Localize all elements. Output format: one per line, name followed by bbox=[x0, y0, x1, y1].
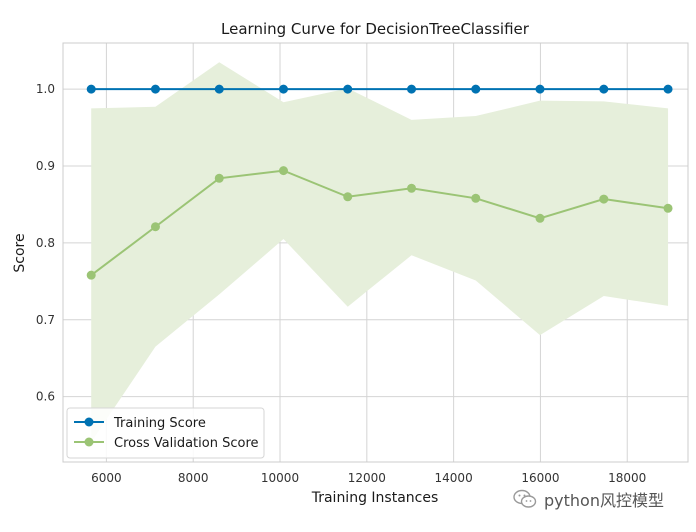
series-line-1 bbox=[90, 169, 669, 276]
legend-marker-training bbox=[84, 417, 94, 427]
x-tick-label: 6000 bbox=[91, 471, 122, 485]
y-tick-label: 0.6 bbox=[36, 390, 55, 404]
data-point-1 bbox=[343, 192, 353, 202]
data-point-0 bbox=[278, 84, 288, 94]
data-point-0 bbox=[663, 84, 673, 94]
y-tick-label: 0.9 bbox=[36, 159, 55, 173]
y-tick-label: 0.8 bbox=[36, 236, 55, 250]
data-point-1 bbox=[278, 166, 288, 176]
confidence-bands bbox=[91, 62, 669, 443]
tick-labels: 6000 8000 10000 12000 14000 16000 18000 0.6 0.7 0… bbox=[36, 82, 646, 485]
data-point-1 bbox=[407, 183, 417, 193]
data-point-0 bbox=[471, 84, 481, 94]
x-tick-label: 10000 bbox=[261, 471, 299, 485]
data-point-0 bbox=[343, 84, 353, 94]
x-tick-label: 8000 bbox=[178, 471, 209, 485]
legend-label-training: Training Score bbox=[113, 416, 206, 431]
confidence-band-1 bbox=[91, 62, 669, 443]
data-point-0 bbox=[214, 84, 224, 94]
legend-marker-cv bbox=[84, 437, 94, 447]
data-point-0 bbox=[599, 84, 609, 94]
data-point-1 bbox=[214, 173, 224, 183]
legend: Training Score Cross Validation Score bbox=[66, 407, 265, 459]
series-lines bbox=[86, 84, 673, 280]
watermark-text: python风控模型 bbox=[544, 491, 664, 510]
x-tick-label: 14000 bbox=[435, 471, 473, 485]
plot-frame bbox=[62, 42, 689, 463]
data-point-1 bbox=[150, 222, 160, 232]
legend-box bbox=[66, 407, 265, 459]
data-point-1 bbox=[599, 194, 609, 204]
data-point-1 bbox=[663, 203, 673, 213]
y-axis-label: Score bbox=[12, 233, 28, 272]
data-point-0 bbox=[150, 84, 160, 94]
data-point-1 bbox=[86, 270, 96, 280]
x-tick-label: 18000 bbox=[608, 471, 646, 485]
data-point-1 bbox=[535, 213, 545, 223]
data-point-0 bbox=[86, 84, 96, 94]
data-point-0 bbox=[535, 84, 545, 94]
x-tick-label: 16000 bbox=[521, 471, 559, 485]
chart-title: Learning Curve for DecisionTreeClassifie… bbox=[221, 20, 530, 38]
watermark: python风控模型 bbox=[512, 486, 664, 512]
x-axis-label: Training Instances bbox=[311, 490, 439, 506]
y-tick-label: 1.0 bbox=[36, 82, 55, 96]
x-tick-label: 12000 bbox=[348, 471, 386, 485]
wechat-icon bbox=[513, 489, 537, 508]
y-tick-label: 0.7 bbox=[36, 313, 55, 327]
data-point-0 bbox=[407, 84, 417, 94]
data-point-1 bbox=[471, 193, 481, 203]
legend-label-cv: Cross Validation Score bbox=[114, 436, 259, 451]
